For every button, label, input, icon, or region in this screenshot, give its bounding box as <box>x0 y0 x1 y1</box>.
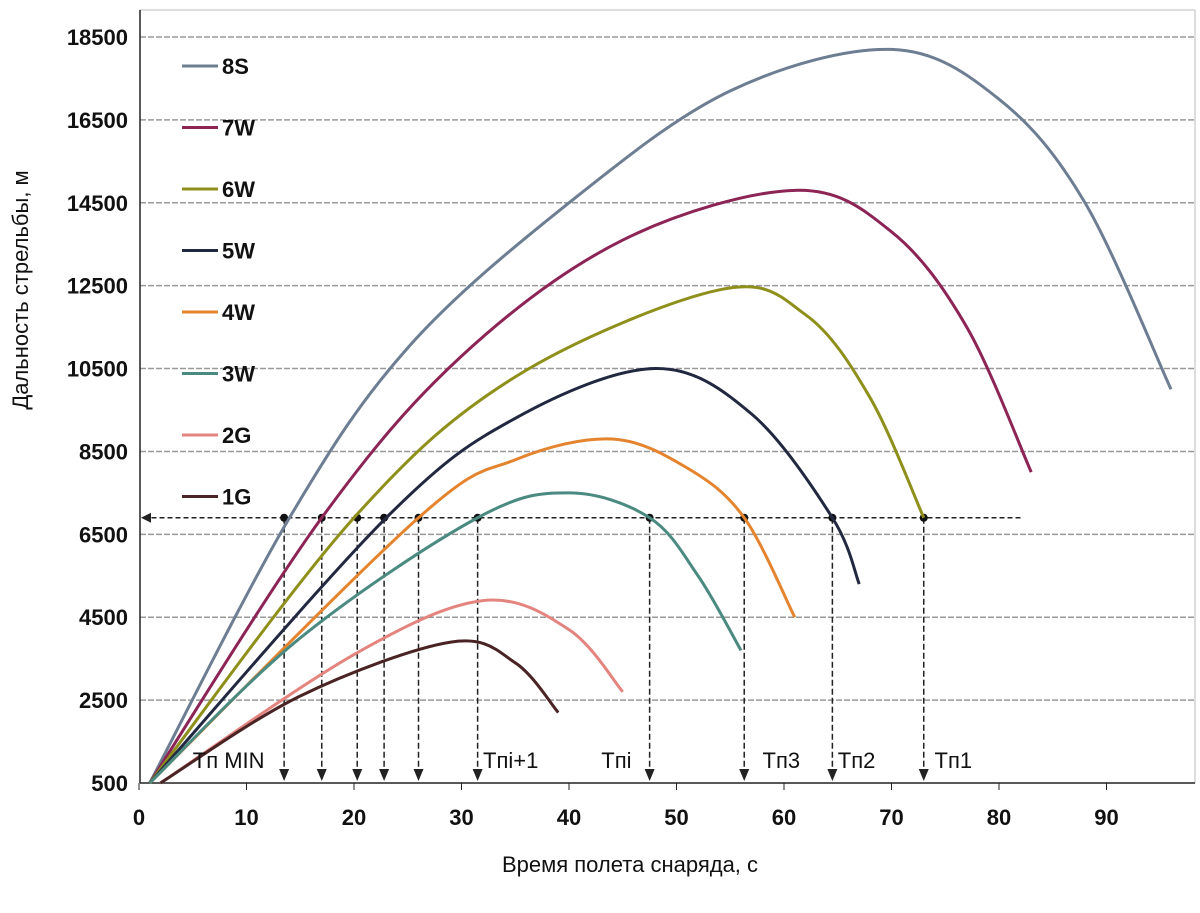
y-tick-label: 10500 <box>67 357 128 382</box>
x-tick-label: 30 <box>449 805 473 830</box>
series-line-8S <box>148 47 1173 784</box>
y-tick-label: 16500 <box>67 108 128 133</box>
annotation-label: Tпi <box>601 748 631 773</box>
y-tick-label: 8500 <box>79 439 128 464</box>
series-line-1G <box>159 639 560 785</box>
arrow-left-icon <box>141 512 151 523</box>
x-tick-label: 60 <box>772 805 796 830</box>
x-tick-label: 40 <box>557 805 581 830</box>
y-tick-label: 6500 <box>79 522 128 547</box>
legend-label: 6W <box>222 177 255 202</box>
axes: 5002500450065008500105001250014500165001… <box>67 9 1196 830</box>
y-axis-label: Дальность стрельбы, м <box>8 170 33 409</box>
y-tick-label: 12500 <box>67 274 128 299</box>
x-tick-label: 20 <box>342 805 366 830</box>
x-tick-label: 0 <box>133 805 145 830</box>
arrow-down-icon <box>316 769 327 781</box>
annotation-label: Tп MIN <box>193 748 265 773</box>
y-tick-label: 18500 <box>67 25 128 50</box>
x-tick-label: 10 <box>234 805 258 830</box>
legend: 8S 7W 6W 5W 4W 3W 2G 1G <box>182 54 255 510</box>
legend-label: 3W <box>222 362 255 387</box>
arrow-down-icon <box>827 769 838 781</box>
x-axis-label: Время полета снаряда, с <box>502 852 758 877</box>
series-line-6W <box>148 285 926 784</box>
series-line-5W <box>148 367 861 784</box>
arrow-down-icon <box>739 769 750 781</box>
series-line-4W <box>148 437 797 785</box>
plot-border <box>139 9 1196 784</box>
legend-label: 8S <box>222 54 249 79</box>
legend-label: 5W <box>222 239 255 264</box>
annotation-label: Tп1 <box>935 748 973 773</box>
series-line-7W <box>148 188 1033 784</box>
arrow-down-icon <box>352 769 363 781</box>
annotation-label: Tпi+1 <box>483 748 538 773</box>
y-tick-label: 4500 <box>79 605 128 630</box>
arrow-down-icon <box>644 769 655 781</box>
series-line-2G <box>159 598 624 785</box>
arrow-down-icon <box>379 769 390 781</box>
x-tick-label: 90 <box>1094 805 1118 830</box>
legend-label: 1G <box>222 485 251 510</box>
y-tick-label: 2500 <box>79 688 128 713</box>
x-tick-label: 80 <box>987 805 1011 830</box>
annotation-label: Tп2 <box>838 748 876 773</box>
arrow-down-icon <box>279 769 290 781</box>
annotation-label: Tп3 <box>763 748 801 773</box>
legend-label: 4W <box>222 300 255 325</box>
arrow-down-icon <box>413 769 424 781</box>
arrow-down-icon <box>918 769 929 781</box>
x-tick-label: 70 <box>879 805 903 830</box>
legend-label: 2G <box>222 423 251 448</box>
legend-label: 7W <box>222 116 255 141</box>
arrow-down-icon <box>472 769 483 781</box>
reference-lines <box>141 512 1021 781</box>
x-tick-label: 50 <box>664 805 688 830</box>
intersection-point <box>280 513 289 522</box>
series <box>148 47 1173 785</box>
y-tick-label: 14500 <box>67 191 128 216</box>
series-line-3W <box>148 491 743 785</box>
y-tick-label: 500 <box>91 771 128 796</box>
annotations: Tп MIN Tпi+1 Tпi Tп3 Tп2 Tп1 <box>193 748 972 773</box>
